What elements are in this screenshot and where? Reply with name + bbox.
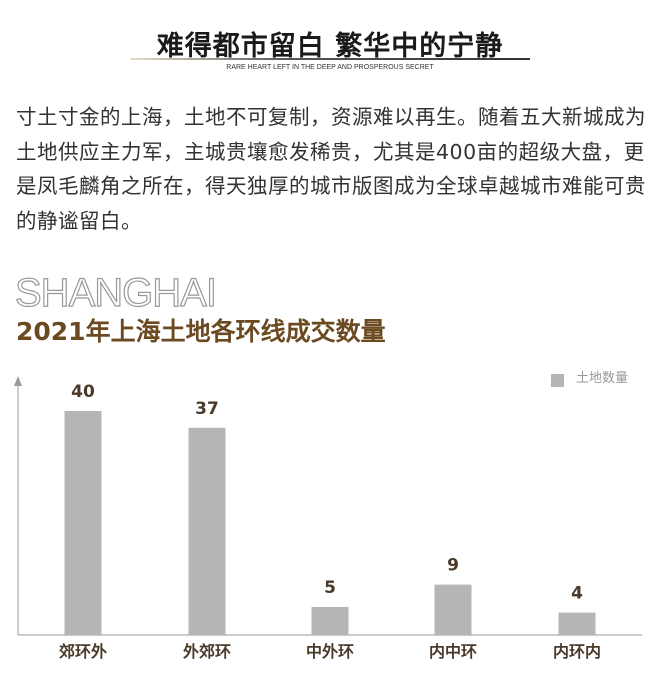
title-divider (130, 58, 530, 60)
bar-中外环 (311, 607, 349, 635)
data-label: 37 (195, 399, 219, 419)
bar-郊环外 (64, 411, 102, 635)
chart-title: 2021年上海土地各环线成交数量 (16, 317, 386, 346)
bar-外郊环 (188, 427, 226, 635)
page-subtitle: RARE HEART LEFT IN THE DEEP AND PROSPERO… (226, 64, 434, 71)
y-axis-arrow-icon (14, 376, 22, 386)
category-label: 内中环 (429, 642, 477, 661)
intro-paragraph: 寸土寸金的上海，土地不可复制，资源难以再生。随着五大新城成为土地供应主力军，主城… (16, 105, 646, 233)
data-label: 9 (447, 556, 459, 576)
data-label: 5 (324, 578, 336, 598)
category-label: 郊环外 (59, 642, 107, 661)
decor-word: SHANGHAI (14, 270, 217, 315)
category-label: 中外环 (306, 642, 354, 661)
bar-内中环 (434, 584, 472, 635)
bar-内环内 (558, 612, 596, 635)
legend-swatch (551, 374, 564, 387)
category-label: 外郊环 (182, 642, 231, 661)
data-label: 4 (571, 584, 583, 604)
legend-label: 土地数量 (576, 371, 628, 386)
page-title: 难得都市留白 繁华中的宁静 (156, 31, 504, 62)
data-label: 40 (71, 382, 95, 402)
category-label: 内环内 (553, 642, 601, 661)
